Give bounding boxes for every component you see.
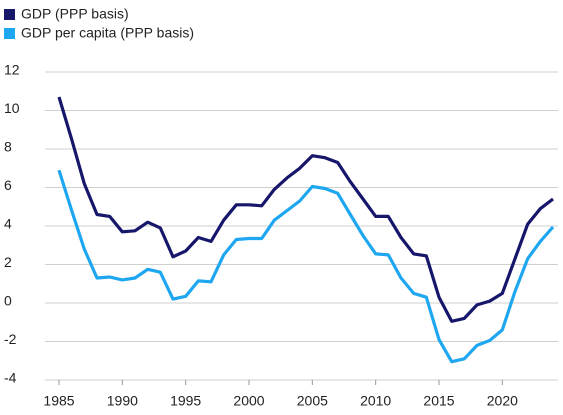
y-tick-label: 10 <box>4 100 20 116</box>
legend-label: GDP per capita (PPP basis) <box>21 25 194 41</box>
y-tick-label: 0 <box>4 293 12 309</box>
x-tick-label: 1990 <box>107 393 138 409</box>
y-tick-label: 6 <box>4 177 12 193</box>
y-tick-label: 8 <box>4 139 12 155</box>
x-tick-label: 1985 <box>43 393 74 409</box>
legend-swatch <box>4 28 15 39</box>
y-tick-label: 4 <box>4 216 12 232</box>
y-tick-label: -4 <box>4 370 17 386</box>
x-tick-label: 2020 <box>487 393 518 409</box>
legend-label: GDP (PPP basis) <box>21 6 129 22</box>
x-tick-label: 1995 <box>170 393 201 409</box>
y-tick-label: -2 <box>4 331 17 347</box>
y-tick-label: 12 <box>4 62 20 78</box>
y-tick-label: 2 <box>4 254 12 270</box>
x-tick-label: 2000 <box>233 393 264 409</box>
legend-swatch <box>4 9 15 20</box>
line-series <box>57 96 554 323</box>
line-series <box>57 169 555 364</box>
x-tick-label: 2010 <box>360 393 391 409</box>
x-tick-label: 2015 <box>423 393 454 409</box>
x-tick-label: 2005 <box>297 393 328 409</box>
